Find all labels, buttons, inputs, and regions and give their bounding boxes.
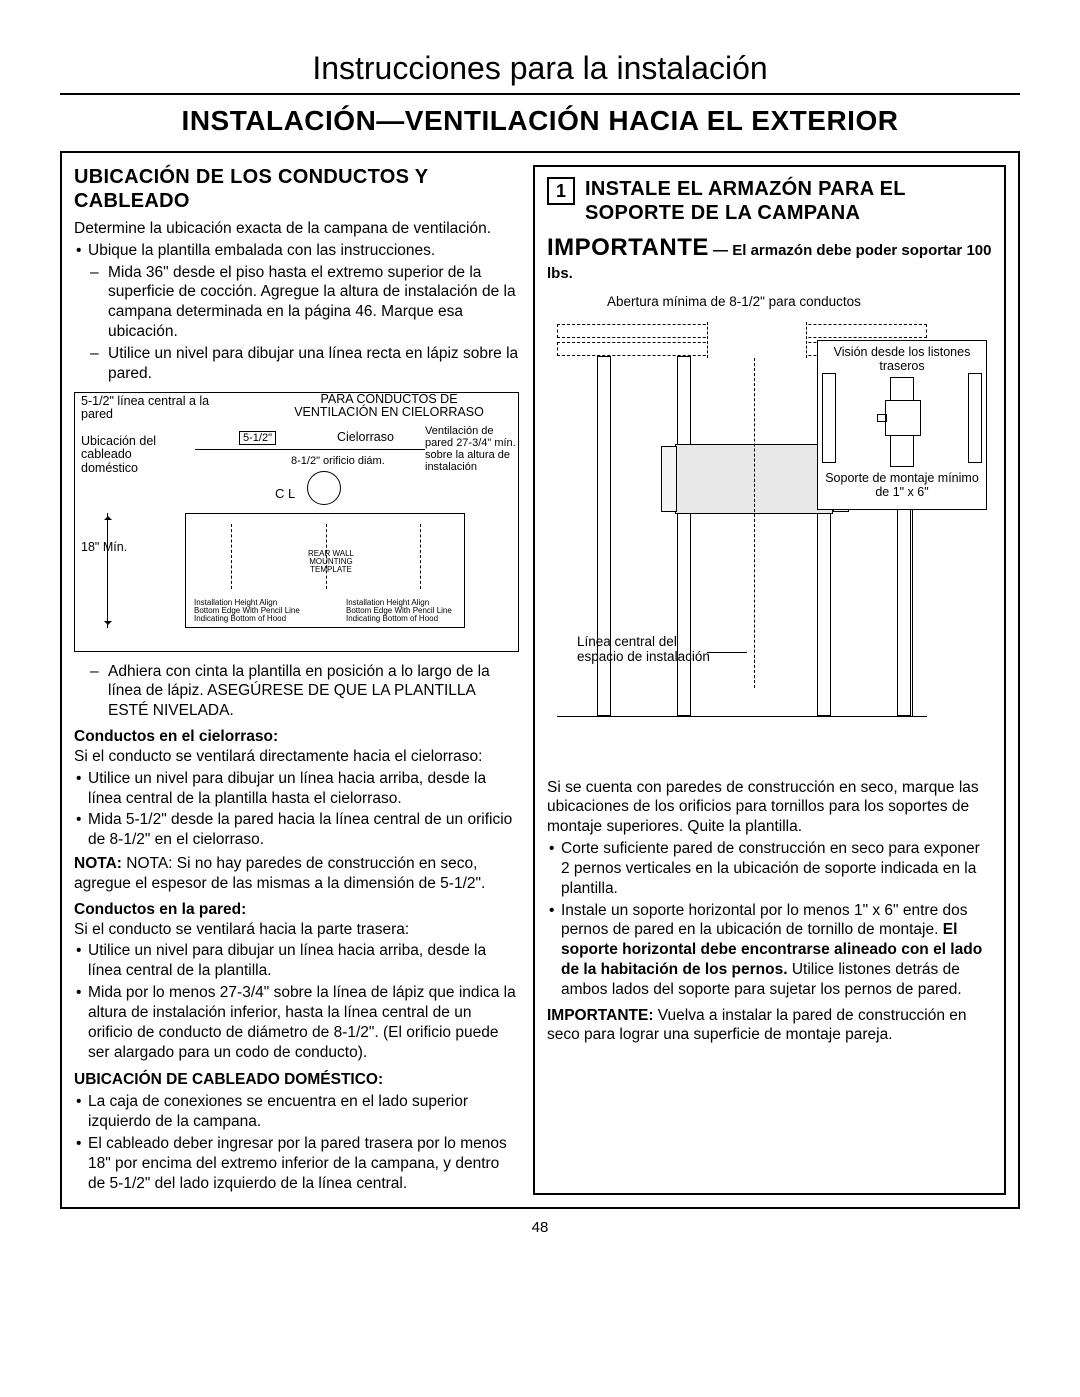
d1-dim: 5-1/2" <box>239 431 276 445</box>
d1-mini: Installation Height Align Bottom Edge Wi… <box>346 599 456 623</box>
bullet: Utilice un nivel para dibujar un línea h… <box>74 941 519 981</box>
d2-label: Abertura mínima de 8-1/2" para conductos <box>607 294 861 310</box>
right-heading: INSTALE EL ARMAZÓN PARA EL SOPORTE DE LA… <box>585 177 992 225</box>
left-column: UBICACIÓN DE LOS CONDUCTOS Y CABLEADO De… <box>74 165 519 1195</box>
d1-label: 8-1/2" orificio diám. <box>291 455 385 467</box>
r-p1: Si se cuenta con paredes de construcción… <box>547 778 992 837</box>
template-diagram: 5-1/2" línea central a la pared PARA CON… <box>74 392 519 652</box>
ceil-intro: Si el conducto se ventilará directamente… <box>74 747 519 767</box>
sub-bullet: Utilice un nivel para dibujar una línea … <box>88 344 519 384</box>
d1-mini: Installation Height Align Bottom Edge Wi… <box>194 599 304 623</box>
page-title: Instrucciones para la instalación <box>60 50 1020 87</box>
duct-hole-icon <box>307 471 341 505</box>
section-title: INSTALACIÓN—VENTILACIÓN HACIA EL EXTERIO… <box>60 105 1020 137</box>
centerline-mark: C L <box>275 487 295 502</box>
r-p2: IMPORTANTE: Vuelva a instalar la pared d… <box>547 1006 992 1046</box>
d1-label: PARA CONDUCTOS DE VENTILACIÓN EN CIELORR… <box>289 393 489 421</box>
wire-head: UBICACIÓN DE CABLEADO DOMÉSTICO: <box>74 1070 519 1090</box>
bullet: El cableado deber ingresar por la pared … <box>74 1134 519 1193</box>
d1-label: 18" Mín. <box>81 541 127 555</box>
sub-bullet: Adhiera con cinta la plantilla en posici… <box>88 662 519 721</box>
bullet: Instale un soporte horizontal por lo men… <box>547 901 992 1000</box>
inset-bot-label: Soporte de montaje mínimo de 1" x 6" <box>822 471 982 499</box>
bullet: Mida 5-1/2" desde la pared hacia la líne… <box>74 810 519 850</box>
important-line: IMPORTANTE — El armazón debe poder sopor… <box>547 233 992 284</box>
step-number-box: 1 <box>547 177 575 205</box>
bullet: La caja de conexiones se encuentra en el… <box>74 1092 519 1132</box>
wall-intro: Si el conducto se ventilará hacia la par… <box>74 920 519 940</box>
divider <box>60 93 1020 95</box>
wall-head: Conductos en la pared: <box>74 901 246 918</box>
nota: NOTA: NOTA: Si no hay paredes de constru… <box>74 854 519 894</box>
sub-bullet: Mida 36" desde el piso hasta el extremo … <box>88 263 519 342</box>
framing-diagram: Abertura mínima de 8-1/2" para conductos <box>547 294 992 764</box>
inset-detail: Visión desde los listones traseros Sopor… <box>817 340 987 510</box>
inset-top-label: Visión desde los listones traseros <box>822 345 982 373</box>
bullet: Mida por lo menos 27-3/4" sobre la línea… <box>74 983 519 1062</box>
right-column: 1 INSTALE EL ARMAZÓN PARA EL SOPORTE DE … <box>533 165 1006 1195</box>
bullet: Utilice un nivel para dibujar un línea h… <box>74 769 519 809</box>
page-number: 48 <box>60 1219 1020 1236</box>
bullet: Ubique la plantilla embalada con las ins… <box>74 241 519 261</box>
bullet: Corte suficiente pared de construcción e… <box>547 839 992 898</box>
d2-centerline-label: Línea central del espacio de instalación <box>577 634 717 665</box>
ceil-head: Conductos en el cielorraso: <box>74 728 278 745</box>
d1-label: 5-1/2" línea central a la pared <box>81 395 221 423</box>
left-heading: UBICACIÓN DE LOS CONDUCTOS Y CABLEADO <box>74 165 519 213</box>
d1-label: Ventilación de pared 27-3/4" mín. sobre … <box>425 425 519 473</box>
left-intro: Determine la ubicación exacta de la camp… <box>74 219 519 239</box>
d1-label: Ubicación del cableado doméstico <box>81 435 191 476</box>
d1-label: Cielorraso <box>337 431 394 445</box>
content-frame: UBICACIÓN DE LOS CONDUCTOS Y CABLEADO De… <box>60 151 1020 1209</box>
template-outline: REAR WALL MOUNTING TEMPLATE Installation… <box>185 513 465 628</box>
d1-mini: REAR WALL MOUNTING TEMPLATE <box>296 550 366 574</box>
